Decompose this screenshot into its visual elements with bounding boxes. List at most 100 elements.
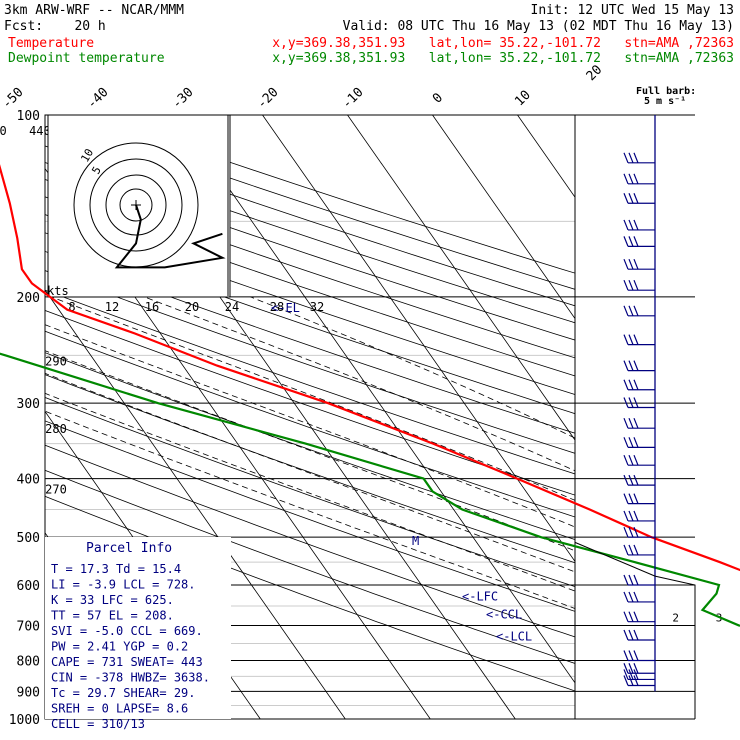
- wind-barb: [623, 574, 655, 586]
- barb-feather: [633, 526, 639, 538]
- init-time: Init: 12 UTC Wed 15 May 13: [531, 3, 735, 18]
- valid-time: Valid: 08 UTC Thu 16 May 13 (02 MDT Thu …: [343, 19, 734, 34]
- barb-feather: [623, 493, 629, 504]
- parcel-info-row: SREH = 0 LAPSE= 8.6: [51, 702, 188, 716]
- hodograph-speed-label: 28: [270, 300, 284, 314]
- barb-feather: [633, 379, 639, 390]
- barb-feather: [628, 193, 634, 204]
- pressure-label: 100: [17, 109, 40, 124]
- wind-barb: [623, 474, 655, 486]
- hodograph-ring: [119, 188, 153, 222]
- wind-barb: [623, 591, 655, 603]
- isotherm: [0, 115, 5, 719]
- mixing-ratio-line: [733, 585, 740, 719]
- wind-barb: [623, 629, 655, 641]
- dry-adiabat: [45, 196, 575, 377]
- wind-barb: [623, 360, 655, 372]
- isotherm-label: -30: [169, 85, 196, 112]
- dry-adiabat: [45, 330, 575, 518]
- barb-feather: [623, 219, 629, 231]
- barb-feather: [623, 279, 629, 291]
- parcel-info-row: CIN = -378 HWBZ= 3638.: [51, 671, 210, 685]
- barb-feather: [633, 591, 639, 603]
- dry-adiabat: [45, 232, 575, 415]
- barb-feather: [628, 675, 634, 686]
- barb-feather: [628, 173, 634, 185]
- wind-barb: [623, 397, 655, 409]
- pressure-label: 900: [17, 685, 40, 700]
- dry-adiabat: [45, 270, 575, 454]
- isotherm: [432, 115, 575, 320]
- isotherm-label: -40: [84, 85, 111, 112]
- barb-feather: [623, 334, 629, 345]
- barb-legend-title: Full barb:: [636, 86, 696, 97]
- dry-adiabat: [45, 250, 575, 434]
- parcel-info-row: CAPE = 731 SWEAT= 443: [51, 655, 203, 669]
- moist-adiabat: [45, 372, 575, 573]
- temperature-legend-label: Temperature: [8, 36, 94, 51]
- parcel-info-row: LI = -3.9 LCL = 728.: [51, 578, 196, 592]
- wind-barb: [623, 152, 655, 164]
- barb-feather: [623, 258, 629, 270]
- wind-barb: [623, 417, 655, 429]
- barb-feather: [633, 279, 639, 291]
- theta-label: 440: [29, 124, 51, 138]
- wind-barb: [623, 611, 655, 623]
- pressure-label: 200: [17, 291, 40, 306]
- level-marker: <-CCL: [486, 608, 522, 622]
- barb-feather: [628, 474, 634, 486]
- barb-feather: [628, 591, 634, 603]
- hodograph-frame: [47, 114, 231, 298]
- pressure-label: 800: [17, 654, 40, 669]
- barb-feather: [633, 219, 639, 231]
- moist-adiabat: [45, 392, 575, 592]
- dewpoint-legend-info: x,y=369.38,351.93 lat,lon= 35.22,-101.72…: [272, 51, 734, 66]
- dry-adiabat: [45, 309, 575, 496]
- barb-feather: [628, 454, 634, 466]
- barb-feather: [633, 493, 639, 504]
- barb-feather: [623, 173, 629, 185]
- barb-feather: [623, 379, 629, 390]
- barb-feather: [633, 663, 639, 674]
- barb-feather: [628, 417, 634, 429]
- dry-adiabat: [45, 214, 575, 396]
- pressure-label: 300: [17, 397, 40, 412]
- hodograph-speed-label: 32: [310, 300, 324, 314]
- mixing-ratio-line: [634, 585, 740, 719]
- barb-feather: [623, 526, 629, 538]
- hodograph-speed-label: 16: [145, 300, 159, 314]
- barb-feather: [628, 629, 634, 641]
- wind-barb: [623, 544, 655, 556]
- barb-feather: [633, 437, 639, 448]
- parcel-info-box: [45, 537, 231, 719]
- theta-label-side: 290: [45, 355, 67, 369]
- moist-adiabat: [50, 296, 575, 501]
- lower-boundary: [574, 541, 696, 719]
- wind-barb: [623, 437, 655, 448]
- wind-barb: [623, 669, 655, 681]
- hodograph-ring: [89, 158, 183, 252]
- barb-feather: [633, 544, 639, 556]
- barb-feather: [633, 650, 639, 661]
- barb-feather: [628, 493, 634, 504]
- isotherm: [347, 115, 575, 441]
- isotherm-label: 10: [512, 88, 534, 110]
- hodograph-speed-label: 20: [185, 300, 199, 314]
- hodograph-units: kts: [47, 284, 69, 298]
- dry-adiabat: [45, 469, 575, 664]
- dry-adiabat: [45, 178, 575, 359]
- wind-barb: [623, 650, 655, 662]
- barb-feather: [633, 611, 639, 622]
- moist-adiabat: [45, 410, 575, 609]
- theta-label-side: 280: [45, 422, 67, 436]
- barb-feather: [633, 669, 639, 680]
- isotherm-label: -20: [254, 85, 281, 112]
- level-marker: M: [412, 534, 419, 548]
- barb-feather: [633, 629, 639, 641]
- barb-feather: [628, 526, 634, 538]
- dry-adiabat: [45, 352, 575, 540]
- wind-barb: [623, 493, 655, 505]
- barb-feather: [628, 334, 634, 345]
- wind-barb: [623, 173, 655, 185]
